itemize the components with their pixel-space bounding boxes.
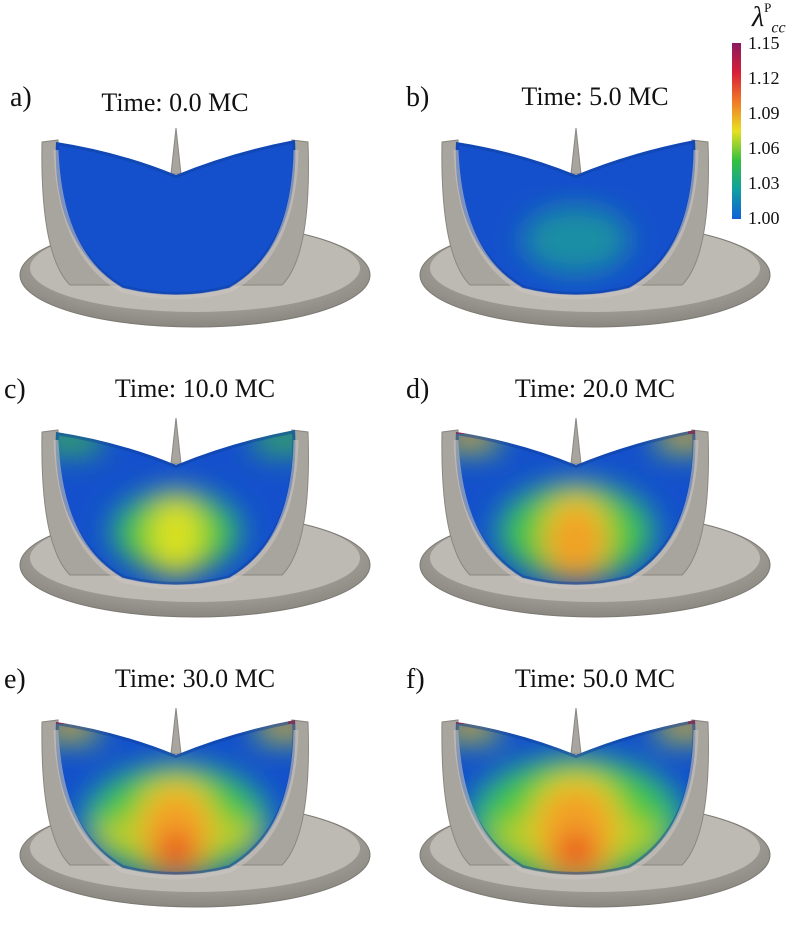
panel-title: Time: 5.0 MC	[521, 82, 669, 111]
panel-label: a)	[10, 82, 32, 113]
colorbar-tick-label: 1.12	[748, 68, 780, 88]
panel-title: Time: 30.0 MC	[114, 664, 276, 693]
colorbar-tick-label: 1.15	[748, 33, 780, 53]
panel-title: Time: 20.0 MC	[514, 374, 676, 403]
colorbar-symbol: λPcc	[752, 0, 786, 37]
valve-render	[19, 417, 371, 618]
colorbar-tick-label: 1.06	[748, 138, 780, 158]
colorbar-gradient	[732, 43, 741, 219]
colorbar-tick-label: 1.09	[748, 103, 780, 123]
valve-render	[419, 707, 771, 908]
colorbar-tick-label: 1.03	[748, 173, 780, 193]
panel-b: b) Time: 5.0 MC	[400, 40, 790, 340]
panel-label: d)	[406, 374, 430, 405]
valve-render	[419, 127, 771, 328]
panel-label: c)	[4, 374, 26, 405]
panel-d: d) Time: 20.0 MC	[400, 330, 790, 630]
panel-title: Time: 10.0 MC	[114, 374, 276, 403]
panel-a: a) Time: 0.0 MC	[0, 40, 390, 340]
valve-render	[419, 417, 771, 618]
colorbar-tick-label: 1.00	[748, 208, 780, 228]
colorbar: λPcc 1.15 1.12 1.09 1.06 1.03 1.00	[690, 0, 800, 240]
panel-f: f) Time: 50.0 MC	[400, 620, 790, 920]
panel-title: Time: 0.0 MC	[101, 88, 249, 117]
panel-label: f)	[406, 664, 425, 695]
panel-label: e)	[4, 664, 26, 695]
valve-render	[19, 127, 371, 328]
panel-title: Time: 50.0 MC	[514, 664, 676, 693]
panel-e: e) Time: 30.0 MC	[0, 620, 390, 920]
panel-c: c) Time: 10.0 MC	[0, 330, 390, 630]
valve-render	[19, 707, 371, 908]
panel-label: b)	[406, 82, 430, 113]
